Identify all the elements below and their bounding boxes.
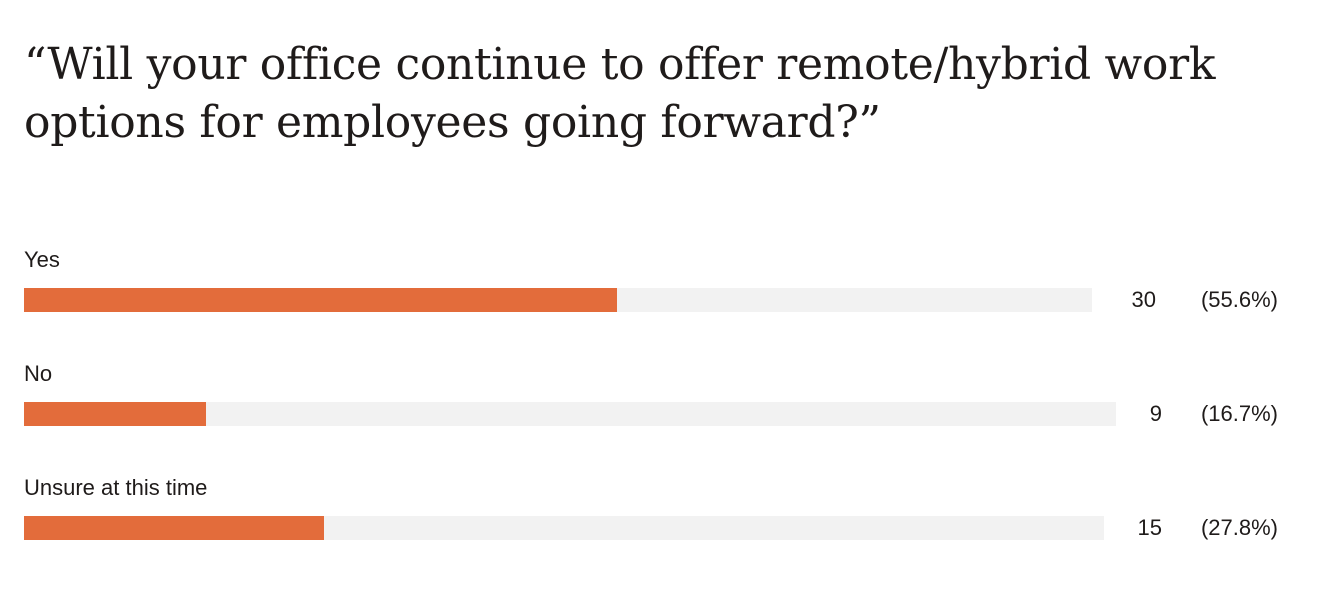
bar-track-unsure	[24, 516, 1104, 540]
percent-label-yes: (55.6%)	[1200, 287, 1278, 312]
bar-row-yes: Yes 30 (55.6%)	[0, 246, 1342, 346]
count-label-unsure: 15	[1137, 515, 1162, 540]
bar-row-unsure: Unsure at this time 15 (27.8%)	[0, 474, 1342, 574]
bar-track-yes	[24, 288, 1092, 312]
category-label-no: No	[24, 361, 53, 386]
count-label-no: 9	[1149, 401, 1162, 426]
count-label-yes: 30	[1131, 287, 1156, 312]
percent-label-no: (16.7%)	[1200, 401, 1278, 426]
bar-unsure	[24, 516, 324, 540]
category-label-yes: Yes	[24, 247, 60, 272]
chart-title: “Will your office continue to offer remo…	[24, 39, 1216, 148]
bar-track-no	[24, 402, 1116, 426]
bar-no	[24, 402, 206, 426]
bar-row-no: No 9 (16.7%)	[0, 360, 1342, 460]
category-label-unsure: Unsure at this time	[24, 475, 208, 500]
bar-yes	[24, 288, 617, 312]
percent-label-unsure: (27.8%)	[1200, 515, 1278, 540]
